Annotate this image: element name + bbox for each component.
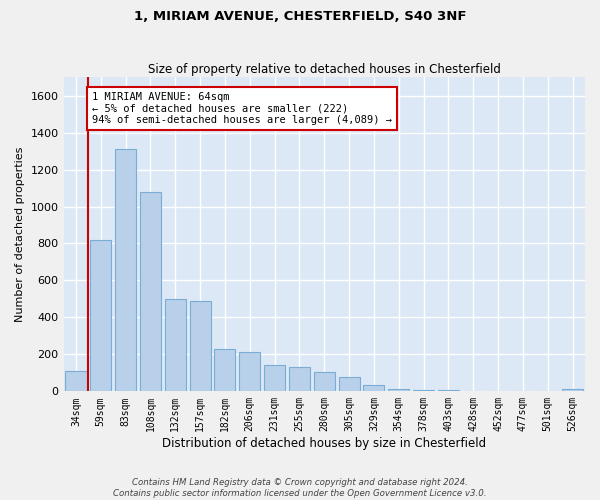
Bar xyxy=(562,388,583,392)
Bar xyxy=(140,192,161,392)
Bar xyxy=(388,390,409,392)
Bar xyxy=(239,352,260,392)
Bar xyxy=(338,378,359,392)
Bar xyxy=(413,390,434,392)
Text: 1, MIRIAM AVENUE, CHESTERFIELD, S40 3NF: 1, MIRIAM AVENUE, CHESTERFIELD, S40 3NF xyxy=(134,10,466,23)
Bar xyxy=(314,372,335,392)
Bar xyxy=(289,368,310,392)
Title: Size of property relative to detached houses in Chesterfield: Size of property relative to detached ho… xyxy=(148,63,501,76)
Bar xyxy=(364,385,385,392)
Bar xyxy=(90,240,112,392)
Bar xyxy=(438,390,459,392)
Bar xyxy=(190,301,211,392)
Text: 1 MIRIAM AVENUE: 64sqm
← 5% of detached houses are smaller (222)
94% of semi-det: 1 MIRIAM AVENUE: 64sqm ← 5% of detached … xyxy=(92,92,392,125)
Bar xyxy=(264,366,285,392)
X-axis label: Distribution of detached houses by size in Chesterfield: Distribution of detached houses by size … xyxy=(162,437,487,450)
Bar xyxy=(214,349,235,392)
Bar xyxy=(65,371,86,392)
Bar xyxy=(165,299,186,392)
Bar xyxy=(115,149,136,392)
Text: Contains HM Land Registry data © Crown copyright and database right 2024.
Contai: Contains HM Land Registry data © Crown c… xyxy=(113,478,487,498)
Y-axis label: Number of detached properties: Number of detached properties xyxy=(15,146,25,322)
